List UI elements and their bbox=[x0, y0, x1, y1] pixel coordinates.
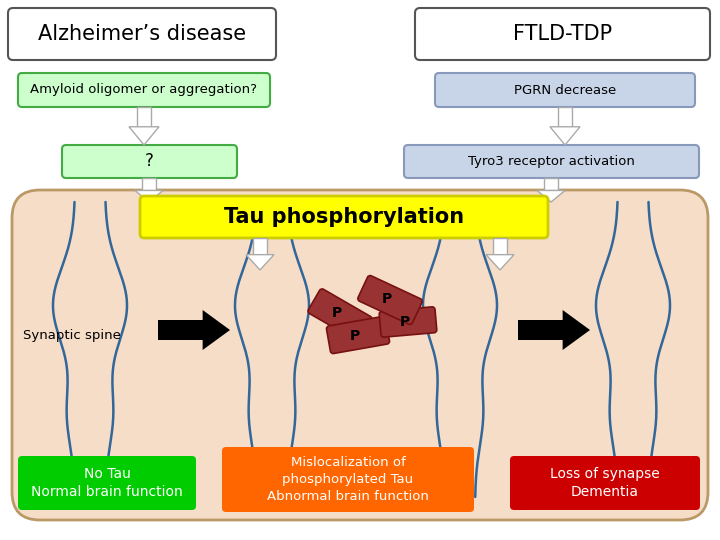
Bar bbox=[518, 320, 562, 340]
Text: Loss of synapse
Dementia: Loss of synapse Dementia bbox=[550, 467, 660, 499]
Bar bbox=[558, 107, 572, 127]
Polygon shape bbox=[562, 310, 590, 350]
Bar bbox=[493, 238, 507, 255]
FancyBboxPatch shape bbox=[18, 73, 270, 107]
FancyBboxPatch shape bbox=[140, 196, 548, 238]
FancyBboxPatch shape bbox=[62, 145, 237, 178]
FancyBboxPatch shape bbox=[510, 456, 700, 510]
Polygon shape bbox=[135, 191, 163, 202]
Polygon shape bbox=[246, 255, 274, 270]
Text: P: P bbox=[332, 306, 342, 320]
FancyBboxPatch shape bbox=[8, 8, 276, 60]
Text: Synaptic spine: Synaptic spine bbox=[23, 328, 121, 341]
Polygon shape bbox=[486, 255, 514, 270]
FancyBboxPatch shape bbox=[404, 145, 699, 178]
Text: P: P bbox=[350, 328, 360, 342]
FancyBboxPatch shape bbox=[435, 73, 695, 107]
Bar bbox=[137, 107, 151, 127]
Bar bbox=[253, 238, 266, 255]
Text: PGRN decrease: PGRN decrease bbox=[514, 84, 616, 97]
FancyBboxPatch shape bbox=[415, 8, 710, 60]
FancyBboxPatch shape bbox=[18, 456, 196, 510]
Polygon shape bbox=[202, 310, 230, 350]
Text: Amyloid oligomer or aggregation?: Amyloid oligomer or aggregation? bbox=[30, 84, 258, 97]
Bar bbox=[158, 320, 202, 340]
FancyBboxPatch shape bbox=[12, 190, 708, 520]
Text: ?: ? bbox=[145, 152, 154, 171]
Text: No Tau
Normal brain function: No Tau Normal brain function bbox=[31, 467, 183, 499]
Text: Mislocalization of
phosphorylated Tau
Abnormal brain function: Mislocalization of phosphorylated Tau Ab… bbox=[267, 456, 429, 503]
Text: Tau phosphorylation: Tau phosphorylation bbox=[224, 207, 464, 227]
FancyBboxPatch shape bbox=[358, 275, 422, 325]
FancyBboxPatch shape bbox=[222, 447, 474, 512]
Bar bbox=[544, 178, 558, 191]
Text: P: P bbox=[400, 315, 410, 329]
Bar bbox=[143, 178, 156, 191]
FancyBboxPatch shape bbox=[308, 289, 372, 341]
Polygon shape bbox=[550, 127, 580, 145]
Text: Alzheimer’s disease: Alzheimer’s disease bbox=[38, 24, 246, 44]
Polygon shape bbox=[537, 191, 565, 202]
FancyBboxPatch shape bbox=[379, 307, 437, 337]
Polygon shape bbox=[129, 127, 159, 145]
Text: FTLD-TDP: FTLD-TDP bbox=[513, 24, 612, 44]
Text: P: P bbox=[382, 292, 392, 306]
Text: Tyro3 receptor activation: Tyro3 receptor activation bbox=[468, 155, 635, 168]
FancyBboxPatch shape bbox=[326, 316, 390, 354]
